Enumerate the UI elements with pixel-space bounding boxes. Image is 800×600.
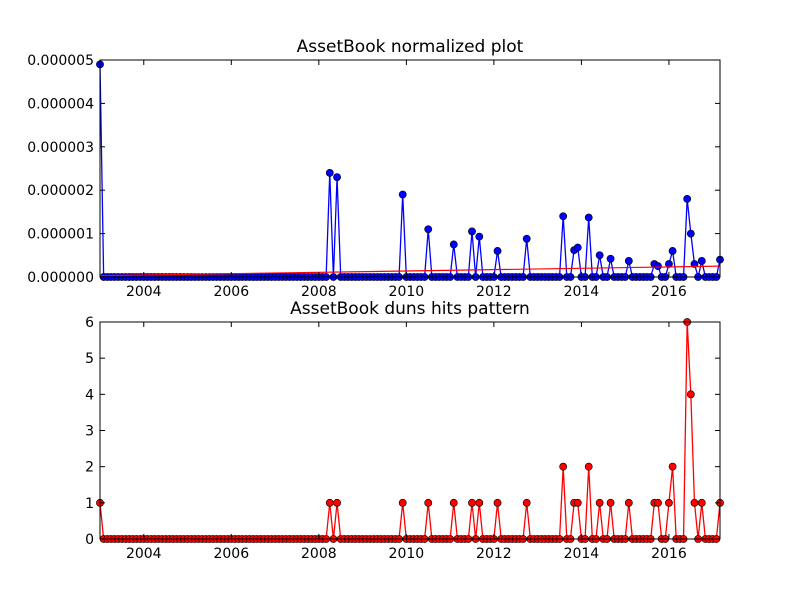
normalized-data-point [573, 243, 582, 252]
normalized-x-tick-label: 2014 [564, 284, 600, 300]
normalized-x-tick-label: 2008 [301, 284, 337, 300]
normalized-data-point [606, 254, 615, 263]
normalized-plot-title: AssetBook normalized plot [297, 37, 524, 57]
normalized-data-point [686, 229, 695, 238]
duns-hits-data-point [449, 498, 458, 507]
normalized-x-tick-label: 2010 [389, 284, 425, 300]
normalized-axes-frame [99, 59, 721, 278]
normalized-x-tick-label: 2016 [651, 284, 687, 300]
duns-hits-y-tick-label: 5 [85, 351, 94, 367]
duns-hits-data-point [424, 498, 433, 507]
normalized-series-line [99, 64, 721, 278]
duns-hits-data-point [522, 498, 531, 507]
duns-hits-data-point [697, 498, 706, 507]
duns-hits-data-point [686, 390, 695, 399]
duns-hits-data-point [665, 498, 673, 507]
duns-hits-x-tick-label: 2012 [476, 546, 512, 562]
duns-hits-x-tick-label: 2006 [213, 546, 249, 562]
duns-hits-data-point [475, 498, 484, 507]
duns-hits-data-point [573, 498, 582, 507]
normalized-y-tick-label: 0.000001 [27, 227, 94, 243]
normalized-data-point [522, 234, 531, 243]
normalized-data-point [559, 212, 568, 221]
duns-hits-data-point [690, 498, 699, 507]
duns-hits-x-tick-label: 2016 [651, 546, 687, 562]
duns-hits-plot-title: AssetBook duns hits pattern [290, 299, 530, 319]
normalized-y-tick-label: 0.000003 [27, 140, 94, 156]
duns-hits-axes-frame [99, 321, 721, 540]
normalized-data-point [493, 247, 502, 255]
normalized-data-point [325, 168, 334, 177]
duns-hits-data-layer [96, 318, 724, 543]
normalized-data-point [697, 257, 706, 265]
normalized-data-layer [96, 60, 724, 281]
normalized-x-tick-label: 2012 [476, 284, 512, 300]
normalized-data-point [595, 251, 604, 260]
duns-hits-x-tick-label: 2010 [389, 546, 425, 562]
normalized-data-point [398, 190, 407, 199]
duns-hits-y-tick-label: 4 [85, 387, 94, 403]
duns-hits-data-point [333, 498, 341, 507]
normalized-y-tick-label: 0.000005 [27, 53, 94, 69]
duns-hits-series-line [99, 321, 721, 540]
normalized-y-tick-label: 0.000004 [27, 96, 94, 112]
duns-hits-y-tick-label: 2 [85, 460, 94, 476]
duns-hits-data-point [624, 498, 633, 507]
duns-hits-data-point [584, 462, 593, 471]
normalized-x-tick-label: 2004 [126, 284, 162, 300]
normalized-plot-axes: AssetBook normalized plot 2004 2006 2008 20… [27, 37, 724, 300]
normalized-y-tick-label: 0.000002 [27, 183, 94, 199]
normalized-data-point [690, 260, 699, 268]
duns-hits-y-tick-label: 3 [85, 424, 94, 440]
duns-hits-x-tick-label: 2008 [301, 546, 337, 562]
normalized-data-point [665, 260, 673, 268]
duns-hits-data-point [468, 498, 476, 507]
duns-hits-y-tick-label: 6 [85, 315, 94, 331]
normalized-data-point [424, 225, 433, 234]
duns-hits-data-point [398, 498, 407, 507]
duns-hits-data-point [325, 498, 334, 507]
duns-hits-data-point [654, 498, 662, 507]
duns-hits-data-point [668, 462, 677, 471]
normalized-y-tick-label: 0.000000 [27, 270, 94, 286]
duns-hits-y-tick-label: 0 [85, 532, 94, 548]
duns-hits-plot-axes: AssetBook duns hits pattern 2004 2006 2008… [85, 299, 724, 562]
duns-hits-data-point [606, 498, 615, 507]
normalized-data-point [654, 262, 662, 271]
normalized-x-tick-label: 2006 [213, 284, 249, 300]
normalized-trend-line [99, 265, 721, 277]
normalized-data-point [683, 194, 692, 203]
duns-hits-data-point [595, 498, 604, 507]
normalized-data-point [624, 257, 633, 265]
duns-hits-y-tick-label: 1 [85, 496, 94, 512]
normalized-data-point [333, 173, 341, 182]
duns-hits-data-point [493, 498, 502, 507]
duns-hits-x-tick-label: 2004 [126, 546, 162, 562]
duns-hits-x-tick-label: 2014 [564, 546, 600, 562]
normalized-data-point [584, 213, 593, 222]
normalized-data-point [668, 247, 677, 255]
normalized-data-point [449, 240, 458, 249]
normalized-data-point [475, 232, 484, 241]
normalized-data-point [468, 227, 476, 236]
duns-hits-data-point [559, 462, 568, 471]
